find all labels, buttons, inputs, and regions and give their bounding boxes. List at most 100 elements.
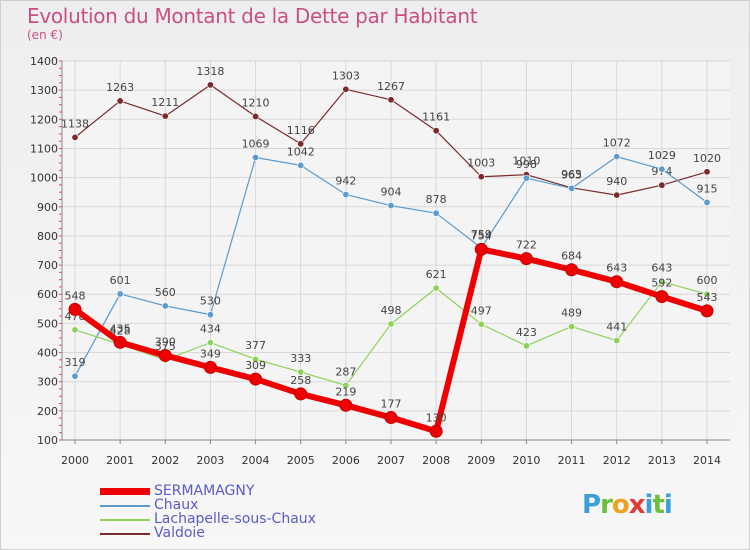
data-point-valdoie — [477, 173, 485, 181]
y-tick-label: 300 — [37, 376, 58, 389]
data-label-lachapelle-sous-chaux: 287 — [335, 365, 356, 378]
legend-swatch — [100, 533, 150, 535]
data-label-valdoie: 940 — [606, 175, 627, 188]
data-label-valdoie: 1003 — [467, 157, 495, 170]
data-label-sermamagny: 390 — [155, 335, 176, 348]
data-label-lachapelle-sous-chaux: 621 — [426, 268, 447, 281]
data-label-lachapelle-sous-chaux: 428 — [110, 324, 131, 337]
data-point-sermamagny — [294, 387, 308, 401]
data-label-sermamagny: 543 — [697, 291, 718, 304]
x-tick-label: 2011 — [558, 454, 586, 467]
y-tick-label: 700 — [37, 259, 58, 272]
data-label-lachapelle-sous-chaux: 600 — [697, 274, 718, 287]
data-point-sermamagny — [429, 424, 443, 438]
data-point-lachapelle-sous-chaux — [477, 320, 485, 328]
x-tick-label: 2003 — [196, 454, 224, 467]
legend-swatch — [100, 505, 150, 507]
data-point-lachapelle-sous-chaux — [252, 355, 260, 363]
y-tick-label: 1400 — [30, 55, 58, 68]
data-label-lachapelle-sous-chaux: 434 — [200, 323, 221, 336]
data-point-valdoie — [116, 97, 124, 105]
data-point-valdoie — [252, 112, 260, 120]
logo-letter: i — [663, 490, 673, 520]
x-tick-label: 2006 — [332, 454, 360, 467]
data-label-lachapelle-sous-chaux: 375 — [155, 340, 176, 353]
data-point-sermamagny — [384, 411, 398, 425]
data-point-sermamagny — [68, 302, 82, 316]
data-label-chaux: 1042 — [287, 145, 315, 158]
data-point-chaux — [252, 153, 260, 161]
data-point-lachapelle-sous-chaux — [206, 339, 214, 347]
data-label-valdoie: 1263 — [106, 81, 134, 94]
data-point-sermamagny — [700, 304, 714, 318]
y-tick-label: 1300 — [30, 84, 58, 97]
data-point-chaux — [161, 302, 169, 310]
y-tick-label: 1000 — [30, 172, 58, 185]
data-label-chaux: 942 — [335, 175, 356, 188]
legend-label: Lachapelle-sous-Chaux — [154, 511, 316, 527]
data-label-sermamagny: 435 — [110, 322, 131, 335]
data-label-chaux: 601 — [110, 274, 131, 287]
data-point-chaux — [658, 165, 666, 173]
data-label-valdoie: 1020 — [693, 152, 721, 165]
y-tick-label: 400 — [37, 347, 58, 360]
x-tick-label: 2004 — [242, 454, 270, 467]
x-tick-label: 2012 — [603, 454, 631, 467]
data-label-sermamagny: 130 — [426, 411, 447, 424]
data-point-lachapelle-sous-chaux — [703, 290, 711, 298]
y-tick-label: 500 — [37, 317, 58, 330]
data-label-valdoie: 1010 — [512, 155, 540, 168]
data-point-chaux — [703, 198, 711, 206]
data-point-chaux — [297, 161, 305, 169]
data-point-lachapelle-sous-chaux — [613, 337, 621, 345]
data-point-sermamagny — [474, 242, 488, 256]
data-label-chaux: 904 — [381, 186, 402, 199]
data-point-valdoie — [342, 85, 350, 93]
data-label-sermamagny: 754 — [471, 229, 492, 242]
line-chart: 1002003004005006007008009001000110012001… — [30, 55, 730, 467]
data-point-valdoie — [432, 127, 440, 135]
data-point-chaux — [342, 191, 350, 199]
legend-label: SERMAMAGNY — [154, 483, 255, 499]
data-label-valdoie: 1318 — [196, 65, 224, 78]
x-tick-label: 2013 — [648, 454, 676, 467]
data-label-valdoie: 1210 — [242, 96, 270, 109]
data-point-chaux — [432, 209, 440, 217]
data-point-lachapelle-sous-chaux — [71, 326, 79, 334]
data-point-lachapelle-sous-chaux — [342, 381, 350, 389]
data-label-chaux: 878 — [426, 193, 447, 206]
x-tick-label: 2010 — [512, 454, 540, 467]
legend-item: Chaux — [100, 497, 400, 513]
data-label-valdoie: 965 — [561, 168, 582, 181]
legend-item: SERMAMAGNY — [100, 483, 400, 499]
data-point-chaux — [522, 174, 530, 182]
logo-letter: i — [644, 490, 654, 520]
data-label-sermamagny: 219 — [335, 385, 356, 398]
x-tick-label: 2007 — [377, 454, 405, 467]
logo-letter: x — [628, 490, 646, 520]
data-label-lachapelle-sous-chaux: 643 — [651, 262, 672, 275]
data-point-valdoie — [613, 191, 621, 199]
data-label-chaux: 998 — [516, 158, 537, 171]
y-tick-label: 600 — [37, 288, 58, 301]
data-label-sermamagny: 349 — [200, 347, 221, 360]
data-point-valdoie — [297, 140, 305, 148]
data-point-sermamagny — [565, 263, 579, 277]
data-point-lachapelle-sous-chaux — [387, 320, 395, 328]
legend-label: Valdoie — [154, 525, 205, 541]
data-label-sermamagny: 258 — [290, 374, 311, 387]
data-point-valdoie — [703, 168, 711, 176]
data-label-lachapelle-sous-chaux: 497 — [471, 304, 492, 317]
data-label-chaux: 530 — [200, 295, 221, 308]
data-label-valdoie: 1161 — [422, 111, 450, 124]
data-point-sermamagny — [655, 290, 669, 304]
data-label-chaux: 1069 — [242, 137, 270, 150]
data-point-lachapelle-sous-chaux — [432, 284, 440, 292]
data-point-sermamagny — [203, 360, 217, 374]
chart-title: Evolution du Montant de la Dette par Hab… — [27, 4, 478, 28]
data-point-valdoie — [387, 96, 395, 104]
data-label-valdoie: 1303 — [332, 69, 360, 82]
data-point-chaux — [568, 184, 576, 192]
x-tick-label: 2001 — [106, 454, 134, 467]
x-tick-label: 2014 — [693, 454, 721, 467]
